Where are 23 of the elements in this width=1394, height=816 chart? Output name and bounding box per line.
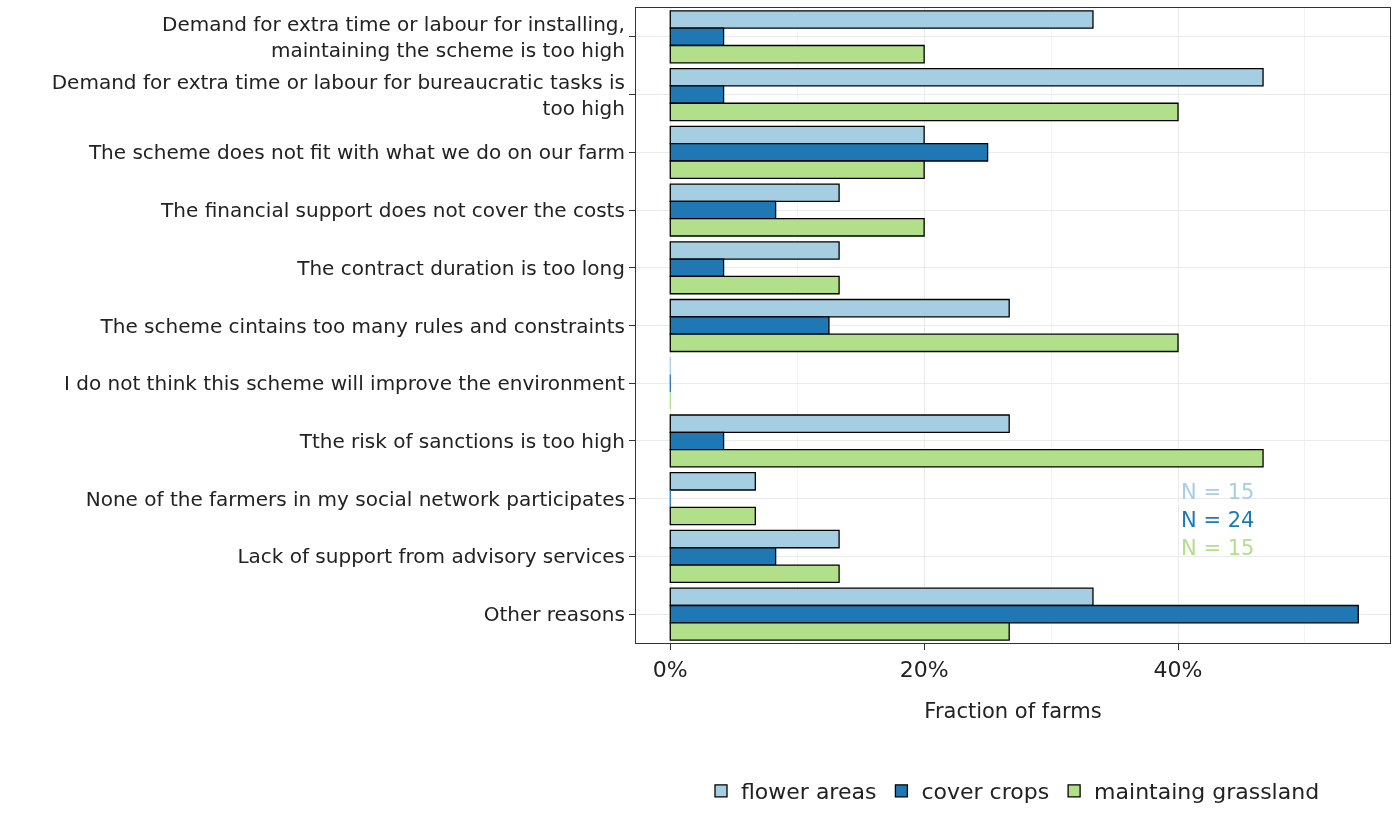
x-tick-label: 20% [899, 656, 949, 682]
y-tick-label: The financial support does not cover the costs [160, 198, 625, 223]
legend-label: flower areas [741, 779, 877, 805]
y-tick-label: I do not think this scheme will improve the environment [63, 371, 626, 396]
annotation: N = 15 [1181, 536, 1255, 560]
y-tick-label: The scheme cintains too many rules and constraints [99, 313, 625, 338]
legend-label: cover crops [921, 779, 1050, 805]
annotation: N = 24 [1181, 508, 1255, 532]
y-tick-label: Demand for extra time or labour for bureaucratic tasks is too high [51, 69, 625, 120]
legend-label: maintaing grassland [1094, 779, 1320, 805]
y-tick-label: The scheme does not fit with what we do on our farm [87, 140, 625, 165]
annotation: N = 15 [1181, 480, 1255, 504]
y-tick-label: The contract duration is too long [296, 255, 625, 280]
y-tick-label: Tthe risk of sanctions is too high [298, 428, 625, 453]
y-tick-label: Demand for extra time or labour for installing, maintaining the scheme is too high [162, 11, 625, 62]
y-tick-label: Other reasons [483, 602, 625, 627]
x-tick-label: 0% [652, 656, 688, 682]
bar [669, 472, 756, 491]
x-axis-title: Fraction of farms [924, 698, 1102, 723]
y-tick-label: Lack of support from advisory services [237, 544, 625, 569]
x-tick-label: 40% [1153, 656, 1203, 682]
bar [669, 506, 756, 526]
y-tick-label: None of the farmers in my social network participates [85, 486, 625, 511]
